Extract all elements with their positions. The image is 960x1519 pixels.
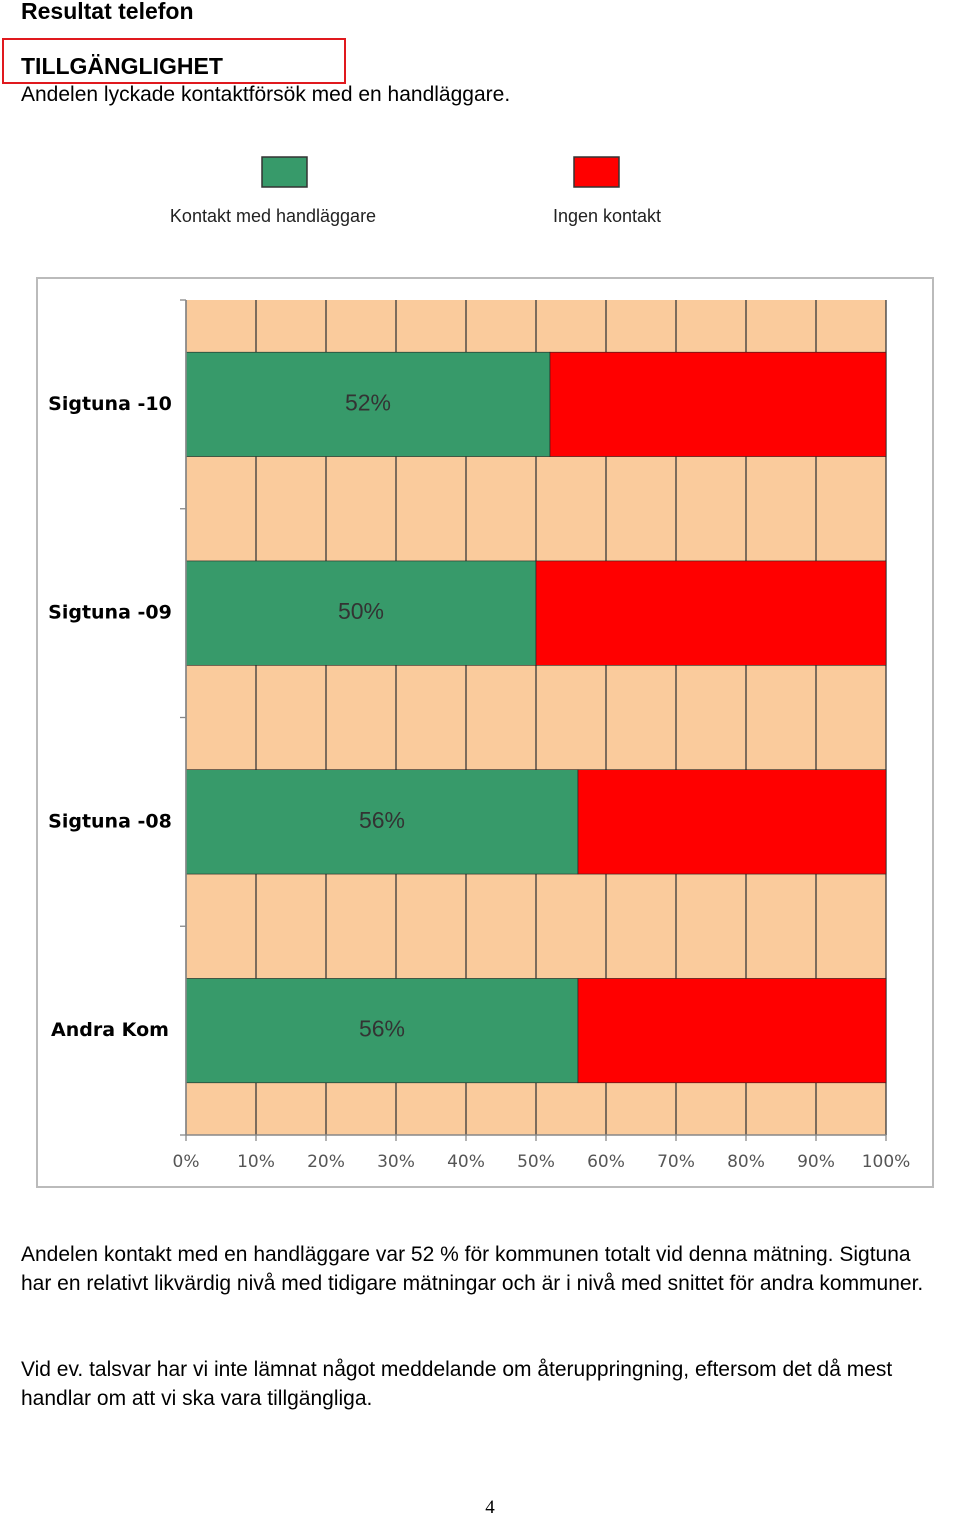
bar-segment xyxy=(185,978,579,1084)
x-tick-label: 100% xyxy=(862,1152,911,1172)
x-tick-label: 50% xyxy=(517,1152,555,1172)
legend-swatch xyxy=(261,156,308,188)
page-title: Resultat telefon xyxy=(21,0,194,24)
page-number: 4 xyxy=(485,1497,495,1518)
bar-segment xyxy=(549,351,887,457)
category-label: Andra Kom xyxy=(51,1019,169,1041)
bar-segment xyxy=(185,351,551,457)
section-highlight xyxy=(2,38,346,84)
paragraph: Andelen kontakt med en handläggare var 5… xyxy=(21,1243,924,1295)
x-tick-label: 30% xyxy=(377,1152,415,1172)
paragraph: Vid ev. talsvar har vi inte lämnat något… xyxy=(21,1358,893,1410)
category-label: Sigtuna -08 xyxy=(48,810,172,832)
value-label: 56% xyxy=(359,807,405,833)
x-tick-label: 20% xyxy=(307,1152,345,1172)
bar-segment xyxy=(185,560,537,666)
value-label: 56% xyxy=(359,1016,405,1042)
bar-segment xyxy=(577,978,887,1084)
category-label: Sigtuna -09 xyxy=(48,602,172,624)
value-label: 50% xyxy=(338,598,384,624)
x-tick-label: 70% xyxy=(657,1152,695,1172)
value-label: 52% xyxy=(345,389,391,415)
x-tick-label: 90% xyxy=(797,1152,835,1172)
section-subtitle: Andelen lyckade kontaktförsök med en han… xyxy=(21,83,511,106)
bar-segment xyxy=(577,769,887,875)
x-tick-label: 10% xyxy=(237,1152,275,1172)
x-tick-label: 80% xyxy=(727,1152,765,1172)
legend-label: Ingen kontakt xyxy=(553,206,661,226)
x-tick-label: 0% xyxy=(173,1152,200,1172)
legend-label: Kontakt med handläggare xyxy=(170,206,376,226)
section-heading: TILLGÄNGLIGHET xyxy=(21,53,223,79)
bar-segment xyxy=(535,560,887,666)
category-label: Sigtuna -10 xyxy=(48,393,172,415)
legend-swatch xyxy=(573,156,620,188)
chart: Kontakt med handläggare Ingen kontakt 0% 10… xyxy=(36,156,934,1188)
x-tick-label: 40% xyxy=(447,1152,485,1172)
x-tick-label: 60% xyxy=(587,1152,625,1172)
